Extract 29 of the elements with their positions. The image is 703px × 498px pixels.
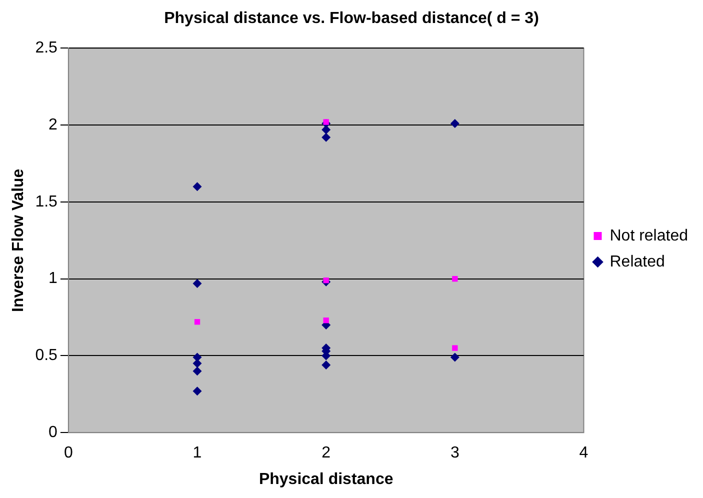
legend-label: Not related: [610, 227, 688, 244]
point: [192, 366, 202, 376]
x-tick-label: 3: [450, 444, 460, 462]
legend-label: Related: [610, 253, 665, 270]
point: [323, 318, 329, 324]
y-tick-label: 0: [48, 424, 58, 442]
point: [322, 132, 331, 142]
point: [323, 119, 329, 125]
point: [192, 386, 202, 396]
y-tick-label: 1.5: [35, 193, 58, 210]
x-tick-label: 1: [192, 444, 202, 462]
chart-title: Physical distance vs. Flow-based distance( d = 3): [164, 10, 539, 28]
point: [450, 119, 460, 128]
point: [192, 278, 202, 288]
y-axis-title: Inverse Flow Value: [10, 168, 28, 312]
x-axis-title: Physical distance: [258, 470, 394, 488]
y-tick-label: 1: [48, 270, 58, 288]
y-tick-label: 2: [48, 116, 58, 134]
point: [452, 276, 458, 282]
point: [450, 352, 460, 362]
point: [452, 345, 458, 351]
y-tick-label: 0.5: [35, 347, 58, 364]
x-tick-label: 4: [579, 444, 588, 462]
y-tick-label: 2.5: [35, 40, 58, 57]
point: [194, 319, 200, 325]
point: [322, 360, 331, 370]
point: [192, 182, 202, 192]
x-tick-label: 2: [322, 444, 331, 462]
x-tick-label: 0: [64, 444, 73, 462]
